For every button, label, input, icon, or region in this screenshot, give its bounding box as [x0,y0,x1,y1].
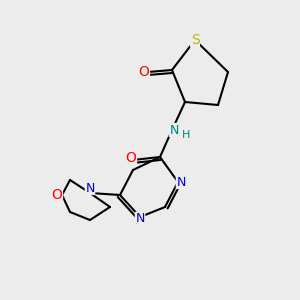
Text: N: N [135,212,145,226]
Text: S: S [190,33,200,47]
Text: N: N [176,176,186,188]
Text: N: N [85,182,95,194]
Text: O: O [126,151,136,165]
Text: O: O [52,188,62,202]
Text: N: N [169,124,179,136]
Text: H: H [182,130,190,140]
Text: O: O [139,65,149,79]
